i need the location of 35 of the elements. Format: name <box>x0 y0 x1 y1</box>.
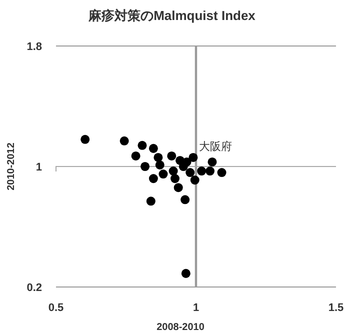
x-tick-label: 0.5 <box>48 302 64 314</box>
point <box>208 157 217 166</box>
x-tick-label: 1.5 <box>328 302 344 314</box>
x-tick-label: 1 <box>192 302 200 314</box>
annotation: 大阪府 <box>198 140 232 153</box>
point <box>217 168 226 178</box>
point <box>167 151 176 160</box>
point <box>174 183 183 192</box>
point <box>180 195 190 204</box>
point <box>120 136 129 146</box>
point <box>176 156 185 165</box>
point <box>197 166 206 176</box>
x-axis-title: 2008-2010 <box>156 322 205 333</box>
y-tick-label: 1 <box>36 162 42 174</box>
point <box>148 144 158 153</box>
point <box>186 168 195 178</box>
point <box>138 140 147 150</box>
point <box>140 162 150 172</box>
point <box>190 176 200 185</box>
point <box>148 174 158 184</box>
y-tick-label: 1.8 <box>26 41 42 53</box>
point <box>158 170 168 179</box>
point <box>205 166 215 176</box>
point <box>181 268 190 278</box>
point <box>131 151 140 160</box>
y-tick-label: 0.2 <box>26 282 42 294</box>
point <box>146 196 156 206</box>
y-axis-title: 2010-2012 <box>6 142 17 190</box>
chart-title: 麻疹対策のMalmquist Index <box>88 8 256 23</box>
point <box>80 134 90 144</box>
point <box>168 166 178 176</box>
point <box>154 152 163 162</box>
point <box>155 160 164 170</box>
point <box>170 174 180 184</box>
point <box>188 152 198 162</box>
